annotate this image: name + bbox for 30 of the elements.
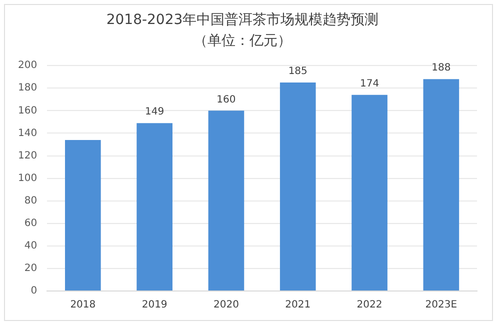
bar xyxy=(280,82,316,290)
data-label: 188 xyxy=(432,62,451,74)
data-label: 149 xyxy=(145,106,164,118)
y-tick-label: 160 xyxy=(18,105,38,116)
y-tick-label: 120 xyxy=(18,150,38,162)
x-tick-label: 2021 xyxy=(285,300,311,311)
y-tick-label: 60 xyxy=(24,218,38,229)
chart-title: 2018-2023年中国普洱茶市场规模趋势预测 xyxy=(106,11,379,28)
bar xyxy=(423,79,460,290)
bar xyxy=(136,123,172,290)
x-tick-label: 2023E xyxy=(425,300,458,311)
y-tick-label: 20 xyxy=(24,263,38,274)
y-tick-label: 100 xyxy=(18,172,38,184)
y-tick-label: 80 xyxy=(24,195,38,206)
y-tick-label: 200 xyxy=(18,60,38,72)
y-tick-label: 180 xyxy=(18,82,38,94)
x-tick-label: 2019 xyxy=(142,300,168,311)
bar xyxy=(65,140,101,290)
data-label: 174 xyxy=(360,78,380,90)
chart-subtitle: （单位：亿元） xyxy=(194,32,292,49)
y-tick-label: 140 xyxy=(18,128,38,139)
x-tick-label: 2018 xyxy=(70,300,96,311)
x-tick-label: 2020 xyxy=(213,300,239,311)
y-tick-label: 0 xyxy=(30,286,38,297)
y-tick-label: 40 xyxy=(24,240,38,252)
x-tick-label: 2022 xyxy=(356,300,382,311)
bar xyxy=(352,94,388,290)
bar xyxy=(208,110,244,290)
data-label: 185 xyxy=(288,66,308,78)
data-label: 160 xyxy=(216,94,236,106)
